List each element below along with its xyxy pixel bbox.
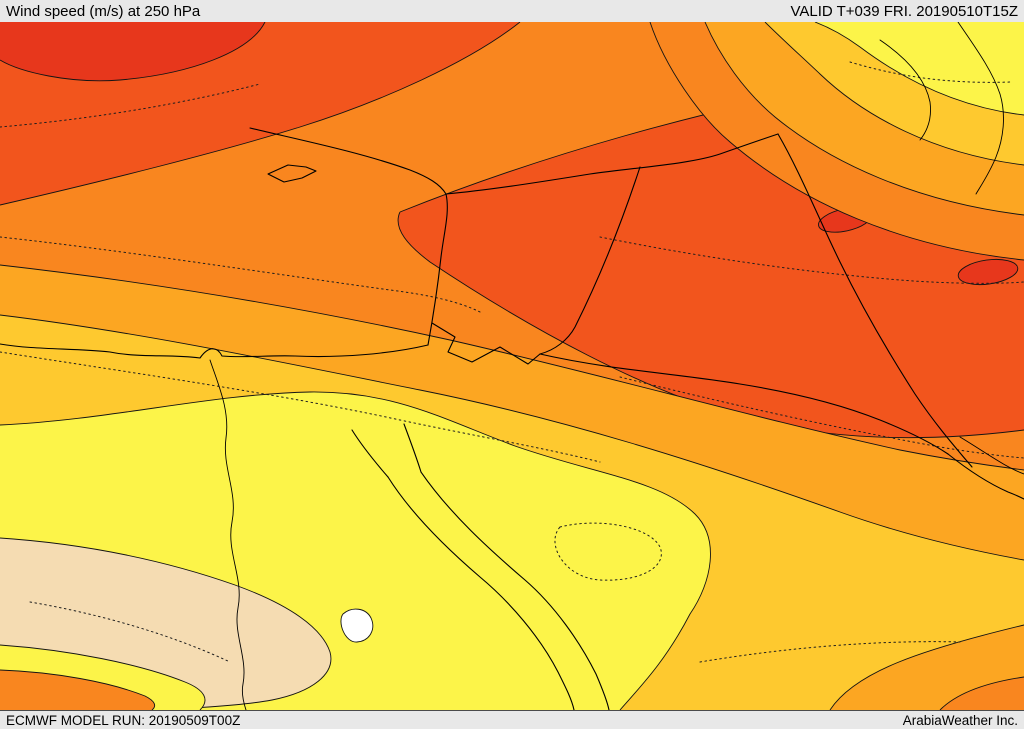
coastline-turkey-south xyxy=(249,127,447,195)
river-nile xyxy=(209,359,247,710)
contour-line xyxy=(829,624,1024,710)
border-saudi-iraq xyxy=(539,353,949,455)
band-white-minimum xyxy=(340,608,374,643)
wind-speed-map xyxy=(0,22,1024,710)
map-title: Wind speed (m/s) at 250 hPa xyxy=(6,2,201,20)
header-bar: Wind speed (m/s) at 250 hPa VALID T+039 … xyxy=(0,0,1024,22)
contour-line xyxy=(0,644,206,710)
valid-time-label: VALID T+039 FRI. 20190510T15Z xyxy=(790,2,1019,20)
dotted-contour xyxy=(0,351,601,463)
contour-line xyxy=(0,537,332,710)
contour-line xyxy=(0,264,1024,471)
model-run-label: ECMWF MODEL RUN: 20190509T00Z xyxy=(6,712,241,728)
band-orange-corner-bl xyxy=(0,670,155,710)
band-yellow-ne xyxy=(815,22,1024,115)
footer-bar: ECMWF MODEL RUN: 20190509T00Z ArabiaWeat… xyxy=(0,710,1024,729)
coastline-egypt-north xyxy=(0,343,429,359)
coastline-gulf-of-suez xyxy=(351,429,389,478)
wind-speed-contour-map xyxy=(0,22,1024,710)
coastline-persian-gulf xyxy=(947,453,1024,500)
contour-line xyxy=(814,22,1024,116)
coastline-levant xyxy=(427,193,448,346)
dotted-contour xyxy=(699,641,961,663)
dotted-contour xyxy=(554,522,662,581)
contour-line xyxy=(397,211,1024,439)
coastline-persian-gulf-north xyxy=(959,436,1024,475)
band-red-core-blob xyxy=(957,258,1019,286)
coastline-red-sea-west xyxy=(387,476,575,710)
contour-line xyxy=(0,391,711,710)
dotted-contour xyxy=(0,83,261,128)
dotted-contour xyxy=(0,236,481,313)
dotted-contour xyxy=(849,61,1011,83)
dotted-contour xyxy=(599,236,1024,284)
contour-line xyxy=(704,22,1024,216)
island-cyprus xyxy=(267,164,317,183)
contour-line xyxy=(649,22,1024,261)
dotted-contour xyxy=(619,376,1024,459)
band-orange-corner-br xyxy=(940,677,1024,710)
border-jordan-saudi xyxy=(431,322,541,365)
contour-line xyxy=(0,669,156,710)
contour-line xyxy=(939,676,1024,710)
coastline-caspian xyxy=(957,22,1004,195)
border-iraq-iran xyxy=(777,133,973,468)
border-syria-iraq xyxy=(539,166,641,355)
dotted-contour xyxy=(29,601,231,663)
attribution-label: ArabiaWeather Inc. xyxy=(902,712,1018,728)
coastline-gulf-of-aqaba xyxy=(403,423,422,473)
contour-line xyxy=(0,314,1024,561)
contour-line xyxy=(0,22,521,206)
contour-line xyxy=(0,22,266,82)
band-red-core-topleft xyxy=(0,22,265,81)
border-caucasus xyxy=(879,39,931,141)
coastline-red-sea-east xyxy=(420,471,610,710)
border-turkey-syria-iraq xyxy=(445,133,779,195)
contour-line xyxy=(764,22,1024,166)
